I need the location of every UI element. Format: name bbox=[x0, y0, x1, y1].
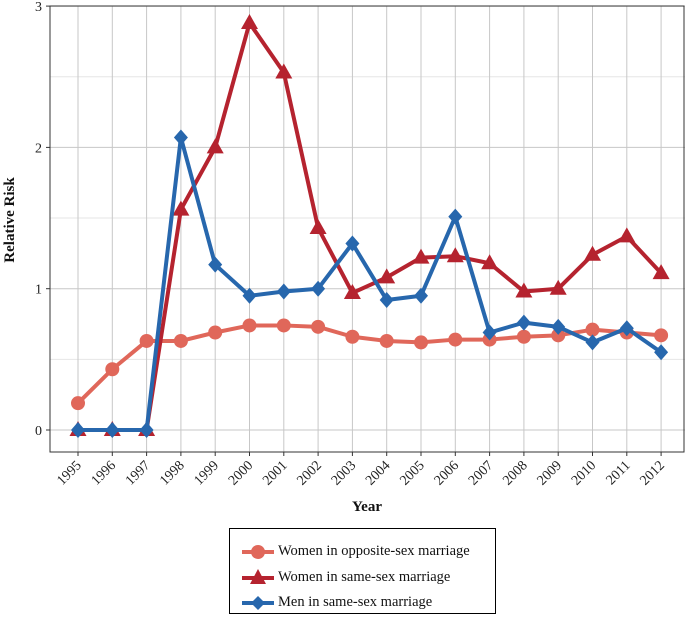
x-axis-title: Year bbox=[352, 499, 382, 515]
data-point bbox=[242, 287, 257, 304]
data-point bbox=[311, 319, 326, 334]
data-point bbox=[343, 283, 361, 299]
data-point bbox=[276, 283, 291, 300]
data-point bbox=[654, 328, 669, 343]
data-point bbox=[482, 324, 497, 341]
x-tick-label: 2012 bbox=[638, 458, 668, 488]
data-point bbox=[549, 279, 567, 295]
data-point bbox=[654, 344, 669, 361]
data-point bbox=[242, 318, 257, 333]
y-tick-label: 2 bbox=[35, 141, 42, 156]
data-point bbox=[551, 318, 566, 335]
y-tick-label: 0 bbox=[35, 424, 42, 439]
legend-swatch-triangle bbox=[242, 569, 274, 584]
data-point bbox=[105, 362, 120, 377]
series-line bbox=[76, 21, 664, 432]
x-tick-label: 1995 bbox=[54, 458, 84, 488]
legend-item-men-same-sex: Men in same-sex marriage bbox=[230, 592, 495, 614]
x-tick-label: 2004 bbox=[363, 458, 393, 488]
data-point bbox=[71, 396, 85, 411]
x-tick-label: 2001 bbox=[260, 458, 290, 488]
data-point bbox=[516, 329, 531, 344]
data-point bbox=[551, 328, 566, 343]
series-line bbox=[76, 323, 664, 406]
legend-item-women-opposite-sex: Women in opposite-sex marriage bbox=[230, 541, 495, 563]
legend-label: Men in same-sex marriage bbox=[278, 594, 433, 610]
data-point bbox=[448, 332, 463, 347]
grid bbox=[50, 5, 685, 452]
y-axis: 0 1 2 3 bbox=[35, 0, 50, 439]
data-point bbox=[311, 280, 326, 297]
x-tick-label: 2006 bbox=[432, 458, 462, 488]
x-tick-label: 2002 bbox=[295, 458, 325, 488]
data-point bbox=[208, 256, 223, 273]
series-line bbox=[76, 135, 664, 432]
data-point bbox=[446, 247, 464, 263]
x-tick-label: 2007 bbox=[466, 458, 496, 488]
y-axis-title: Relative Risk bbox=[2, 177, 18, 263]
x-tick-label: 2000 bbox=[226, 458, 256, 488]
data-point bbox=[619, 320, 634, 337]
data-point bbox=[105, 422, 120, 438]
data-point bbox=[173, 333, 188, 348]
x-tick-label: 2003 bbox=[329, 458, 359, 488]
data-point bbox=[515, 282, 533, 298]
data-point bbox=[414, 335, 428, 350]
data-point bbox=[481, 254, 499, 270]
legend-swatch-circle bbox=[242, 545, 274, 559]
data-point bbox=[173, 129, 188, 146]
data-point bbox=[516, 314, 531, 331]
x-tick-label: 2005 bbox=[397, 458, 427, 488]
data-point bbox=[71, 422, 85, 438]
data-point bbox=[378, 268, 396, 284]
legend-swatch-diamond bbox=[242, 596, 274, 610]
x-tick-label: 1998 bbox=[157, 458, 187, 488]
legend-label: Women in same-sex marriage bbox=[278, 569, 451, 585]
data-point bbox=[206, 138, 224, 154]
data-point bbox=[585, 334, 600, 351]
data-point bbox=[585, 322, 600, 337]
data-point bbox=[379, 333, 394, 348]
y-tick-label: 3 bbox=[35, 0, 42, 15]
plot-border bbox=[49, 5, 685, 453]
x-tick-label: 1997 bbox=[123, 458, 153, 488]
data-point bbox=[309, 218, 327, 234]
x-tick-label: 2011 bbox=[604, 458, 634, 488]
x-tick-label: 1996 bbox=[89, 458, 119, 488]
series-women-in-same-sex-marriage bbox=[69, 14, 670, 436]
data-point bbox=[379, 292, 394, 309]
data-point bbox=[241, 14, 258, 30]
data-point bbox=[208, 325, 223, 340]
legend: Women in opposite-sex marriage Women in … bbox=[229, 528, 496, 614]
x-axis: 1995 1996 1997 1998 1999 2000 2001 2002 2003 2004… bbox=[54, 452, 668, 489]
data-point bbox=[275, 63, 293, 79]
data-point bbox=[139, 422, 154, 438]
x-tick-label: 2009 bbox=[535, 458, 565, 488]
data-point bbox=[172, 200, 190, 216]
y-tick-label: 1 bbox=[35, 283, 42, 298]
data-point bbox=[345, 235, 360, 252]
x-tick-label: 1999 bbox=[192, 458, 222, 488]
x-tick-label: 2008 bbox=[500, 458, 530, 488]
data-point bbox=[414, 287, 428, 304]
data-point bbox=[139, 333, 154, 348]
x-tick-label: 2010 bbox=[569, 458, 599, 488]
legend-label: Women in opposite-sex marriage bbox=[278, 543, 470, 559]
data-point bbox=[345, 329, 360, 344]
data-point bbox=[448, 208, 463, 225]
data-point bbox=[618, 227, 636, 243]
series-group bbox=[69, 14, 670, 438]
data-point bbox=[276, 318, 291, 333]
data-point bbox=[584, 245, 601, 261]
data-point bbox=[412, 248, 430, 264]
legend-item-women-same-sex: Women in same-sex marriage bbox=[230, 567, 495, 589]
series-men-in-same-sex-marriage bbox=[71, 129, 669, 438]
data-point bbox=[652, 264, 670, 280]
